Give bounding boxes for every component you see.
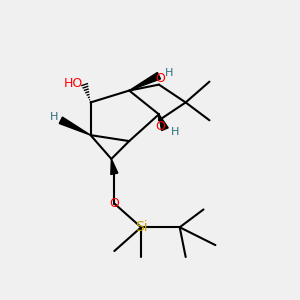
Text: H: H <box>50 112 58 122</box>
Text: O: O <box>155 72 165 85</box>
Text: Si: Si <box>135 220 147 234</box>
Text: O: O <box>110 197 119 210</box>
Polygon shape <box>111 159 118 175</box>
Polygon shape <box>129 73 161 91</box>
Text: HO: HO <box>64 76 83 90</box>
Text: H: H <box>165 68 173 78</box>
Polygon shape <box>159 114 168 130</box>
Polygon shape <box>59 117 91 135</box>
Text: H: H <box>171 127 179 137</box>
Text: O: O <box>155 120 165 133</box>
